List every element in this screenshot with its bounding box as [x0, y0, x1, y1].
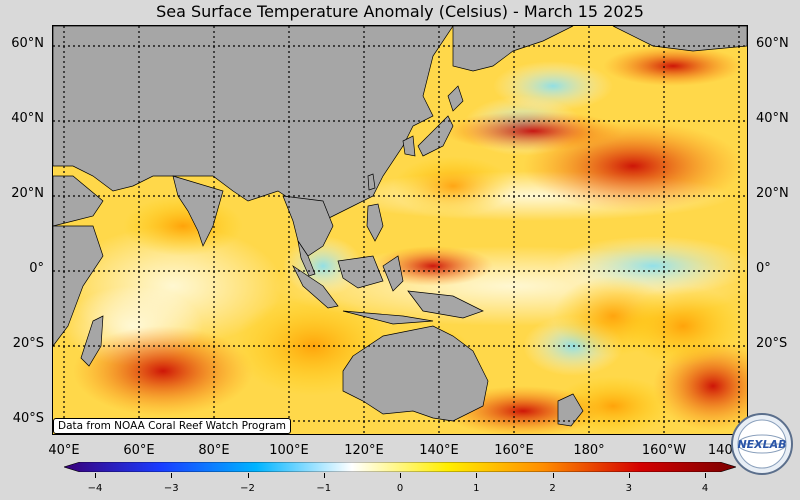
colorbar-tick-label: 0: [396, 483, 404, 494]
nexlab-logo: NEXLAB: [731, 413, 793, 475]
colorbar-tick-mark: [552, 473, 554, 478]
lat-label-60n: 60°N: [11, 36, 44, 51]
lon-label-160w: 160°W: [641, 443, 687, 458]
lat-label-60n-right: 60°N: [756, 36, 789, 51]
lat-label-40n-right: 40°N: [756, 111, 789, 126]
lon-label-80e: 80°E: [198, 443, 230, 458]
lon-label-100e: 100°E: [269, 443, 309, 458]
colorbar-tick-label: 1: [473, 483, 480, 494]
lon-label-60e: 60°E: [123, 443, 155, 458]
colorbar-tick-mark: [400, 473, 401, 478]
data-credit: Data from NOAA Coral Reef Watch Program: [53, 418, 291, 434]
colorbar-tick-mark: [705, 473, 706, 478]
lat-label-eq-right: 0°: [756, 261, 771, 276]
lat-label-20s: 20°S: [12, 336, 44, 351]
map-title: Sea Surface Temperature Anomaly (Celsius…: [156, 2, 644, 21]
lon-label-40e: 40°E: [48, 443, 80, 458]
lat-label-40n: 40°N: [11, 111, 44, 126]
sst-anomaly-map: [52, 25, 748, 435]
lat-label-eq: 0°: [29, 261, 44, 276]
colorbar-tick-label: −1: [316, 483, 332, 494]
lon-label-160e: 160°E: [494, 443, 534, 458]
lat-label-20n: 20°N: [11, 186, 44, 201]
colorbar-tick-mark: [95, 473, 96, 478]
colorbar: [64, 462, 736, 472]
colorbar-tick-label: −3: [163, 483, 179, 494]
colorbar-tick-mark: [171, 473, 173, 478]
colorbar-tick-label: −2: [240, 483, 255, 494]
colorbar-tick-label: 2: [549, 483, 556, 494]
lat-label-20n-right: 20°N: [756, 186, 789, 201]
colorbar-tick-label: −4: [87, 483, 103, 494]
colorbar-tick-mark: [247, 473, 249, 478]
colorbar-tick-mark: [476, 473, 478, 478]
lon-label-140e: 140°E: [419, 443, 459, 458]
colorbar-tick-label: 4: [701, 483, 709, 494]
anomaly-field: [63, 46, 747, 434]
lon-label-180: 180°: [573, 443, 605, 458]
lat-label-20s-right: 20°S: [756, 336, 788, 351]
colorbar-fill: [64, 462, 736, 472]
graticule: [53, 26, 747, 434]
colorbar-tick-mark: [628, 473, 630, 478]
colorbar-tick-label: 3: [625, 483, 632, 494]
logo-text: NEXLAB: [737, 438, 786, 451]
lat-label-40s: 40°S: [12, 411, 44, 426]
landmass: [53, 26, 747, 427]
lon-label-120e: 120°E: [344, 443, 384, 458]
colorbar-tick-mark: [323, 473, 325, 478]
